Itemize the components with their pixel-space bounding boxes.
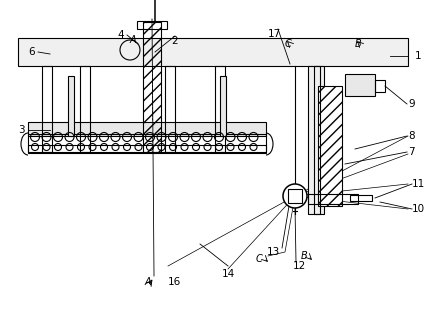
Text: 13: 13 [267, 247, 280, 257]
Bar [18, 38, 408, 66]
Text: A: A [145, 277, 152, 287]
Text: 4: 4 [117, 30, 124, 40]
Text: A: A [130, 35, 136, 45]
Text: B: B [355, 39, 362, 49]
Text: 9: 9 [408, 99, 415, 109]
Bar [165, 66, 175, 152]
Text: 2: 2 [172, 36, 179, 46]
Bar [28, 134, 266, 152]
Bar [28, 122, 266, 136]
Text: B: B [300, 251, 307, 261]
Bar [220, 76, 226, 136]
Text: 10: 10 [412, 204, 425, 214]
Bar [318, 86, 342, 206]
Bar [28, 145, 266, 153]
Bar [80, 66, 90, 152]
Bar [42, 66, 52, 152]
Bar [350, 195, 372, 201]
Bar [375, 80, 385, 92]
Text: 14: 14 [222, 269, 235, 279]
Bar [143, 22, 161, 152]
Circle shape [283, 184, 307, 208]
Text: 11: 11 [412, 179, 425, 189]
Bar [68, 76, 74, 136]
Text: 16: 16 [168, 277, 181, 287]
Text: 3: 3 [18, 125, 25, 135]
Bar [288, 189, 302, 203]
Text: 7: 7 [408, 147, 415, 157]
Bar [308, 66, 324, 214]
Text: 12: 12 [293, 261, 306, 271]
Bar [314, 66, 320, 214]
Text: 17: 17 [268, 29, 281, 39]
Text: C: C [255, 254, 262, 264]
Text: 1: 1 [415, 51, 422, 61]
Bar [308, 194, 358, 204]
Bar [215, 66, 225, 152]
Text: C: C [285, 39, 292, 49]
Bar [345, 74, 375, 96]
Text: 8: 8 [408, 131, 415, 141]
Text: 6: 6 [28, 47, 35, 57]
Bar [137, 21, 167, 29]
